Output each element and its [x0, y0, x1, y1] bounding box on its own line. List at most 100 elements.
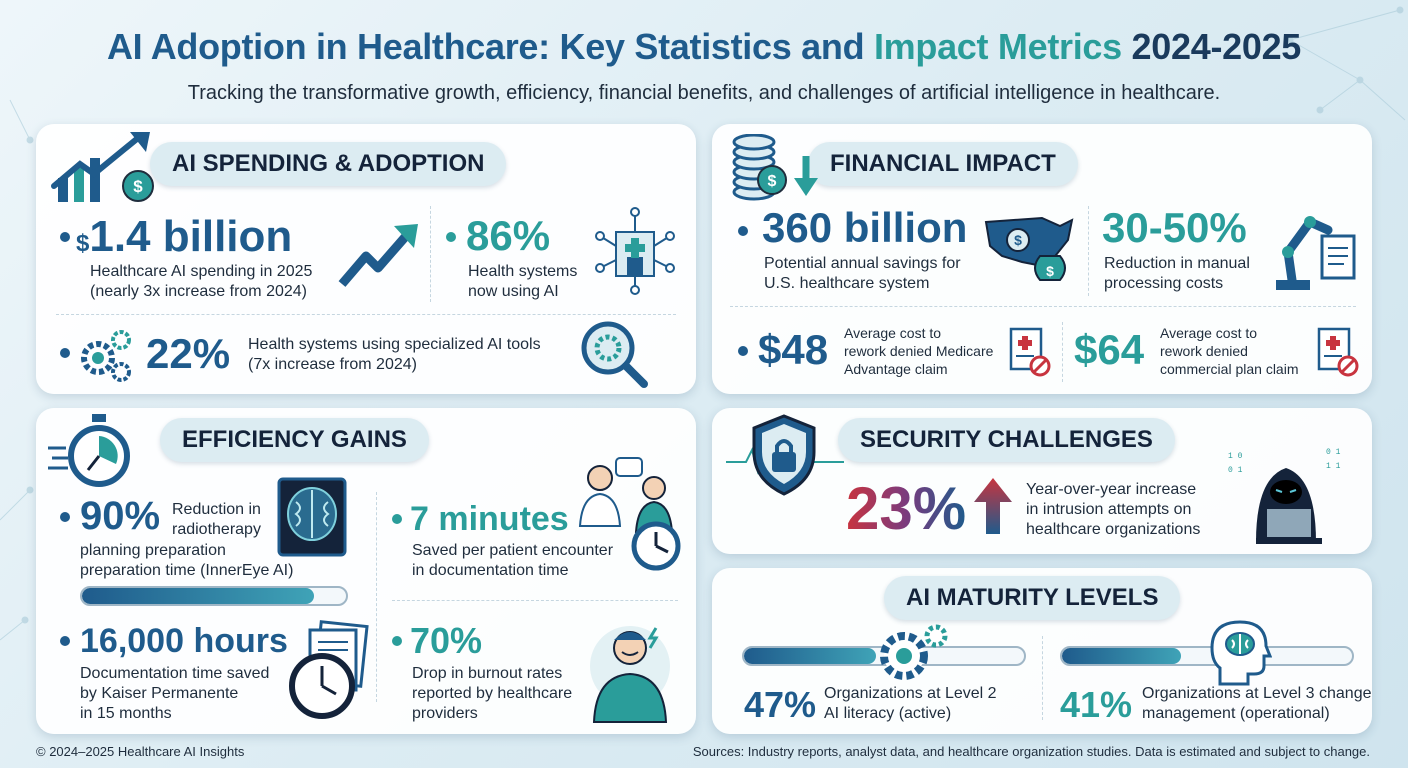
burnout-desc: Drop in burnout rates reported by healthc… [412, 664, 572, 724]
special-desc-line: (7x increase from 2024) [248, 356, 417, 373]
financial-heading: FINANCIAL IMPACT [808, 142, 1078, 186]
medicare-desc: Average cost to rework denied Medicare Adv… [844, 324, 993, 378]
hacker-laptop-icon: 1 0 0 1 0 1 1 1 [1226, 438, 1346, 548]
level2-progress-fill [744, 648, 876, 664]
medicare-desc-line: Average cost to [844, 325, 942, 341]
level3-progress-bar [1060, 646, 1354, 666]
brain-head-icon [1210, 620, 1272, 686]
hours-desc-line: in 15 months [80, 705, 172, 722]
svg-text:0 1: 0 1 [1228, 466, 1243, 475]
commercial-desc-line: rework denied [1160, 343, 1248, 359]
bullet-dot [446, 232, 456, 242]
svg-text:$: $ [1014, 232, 1022, 248]
radio-desc-line: planning preparation [80, 542, 226, 559]
up-arrow-icon [972, 476, 1014, 536]
svg-text:1 0: 1 0 [1228, 452, 1243, 461]
savings-desc-line: Potential annual savings for [764, 255, 961, 272]
bullet-dot [738, 346, 748, 356]
chart-growth-dollar-icon: $ [50, 128, 160, 208]
robot-arm-document-icon [1270, 202, 1360, 294]
level2-desc: Organizations at Level 2 AI literacy (act… [824, 684, 997, 724]
special-desc-line: Health systems using specialized AI tool… [248, 336, 541, 353]
adopt-desc-line: Health systems [468, 263, 578, 280]
divider [392, 600, 678, 601]
security-shield-lock-icon [724, 412, 844, 502]
page-title: AI Adoption in Healthcare: Key Statistic… [0, 26, 1408, 68]
divider [376, 492, 377, 702]
hospital-network-icon [590, 206, 680, 296]
level2-value: 47% [744, 684, 817, 725]
divider [1042, 636, 1043, 720]
level3-desc-line: management (operational) [1142, 705, 1330, 722]
title-part-1: AI Adoption in Healthcare: Key Statistic… [106, 26, 874, 67]
reduction-value: 30-50% [1102, 204, 1247, 251]
title-part-3: 2024-2025 [1121, 26, 1302, 67]
security-desc-line: in intrusion attempts on [1026, 501, 1192, 518]
happy-doctor-icon [586, 618, 682, 724]
documents-clock-icon [288, 620, 372, 724]
divider [1062, 322, 1063, 382]
level3-desc: Organizations at Level 3 change managemen… [1142, 684, 1371, 724]
us-map-money-icon: $ $ [982, 210, 1078, 286]
spend-desc: Healthcare AI spending in 2025 (nearly 3x… [90, 262, 312, 302]
medicare-value: $48 [758, 326, 829, 373]
svg-text:$: $ [1046, 263, 1054, 279]
reduction-desc-line: Reduction in manual [1104, 255, 1250, 272]
radio-desc-line: preparation time (InnerEye AI) [80, 562, 294, 579]
svg-text:$: $ [133, 177, 143, 196]
gears-icon [76, 326, 136, 386]
level2-desc-line: AI literacy (active) [824, 705, 952, 722]
divider [56, 314, 676, 315]
savings-desc: Potential annual savings for U.S. healthc… [764, 254, 961, 294]
denied-claim-icon [1316, 326, 1360, 378]
hours-desc: Documentation time saved by Kaiser Perman… [80, 664, 269, 724]
minutes-desc-line: in documentation time [412, 562, 569, 579]
spend-value: $1.4 billion [76, 212, 292, 262]
spend-currency: $ [76, 230, 90, 257]
minutes-desc: Saved per patient encounter in documentat… [412, 541, 613, 581]
divider [730, 306, 1356, 307]
adopt-value: 86% [466, 212, 551, 259]
special-desc: Health systems using specialized AI tool… [248, 335, 541, 375]
footer-sources: Sources: Industry reports, analyst data,… [692, 744, 1370, 759]
security-desc-line: healthcare organizations [1026, 521, 1201, 538]
radio-progress-bar [80, 586, 348, 606]
level2-desc-line: Organizations at Level 2 [824, 685, 997, 702]
security-heading: SECURITY CHALLENGES [838, 418, 1175, 462]
commercial-desc-line: commercial plan claim [1160, 361, 1299, 377]
burnout-desc-line: Drop in burnout rates [412, 665, 563, 682]
security-desc: Year-over-year increase in intrusion atte… [1026, 480, 1200, 540]
reduction-desc-line: processing costs [1104, 275, 1224, 292]
reduction-desc: Reduction in manual processing costs [1104, 254, 1250, 294]
hours-desc-line: by Kaiser Permanente [80, 685, 239, 702]
coins-down-arrow-icon: $ [730, 134, 822, 204]
stopwatch-icon [46, 412, 138, 488]
svg-text:1 1: 1 1 [1326, 462, 1341, 471]
radio-progress-fill [82, 588, 315, 604]
special-value: 22% [146, 330, 231, 377]
bullet-dot [392, 636, 402, 646]
page-subtitle: Tracking the transformative growth, effi… [187, 82, 1221, 104]
trend-arrow-icon [338, 220, 420, 290]
spending-heading: AI SPENDING & ADOPTION [150, 142, 507, 186]
commercial-value: $64 [1074, 326, 1145, 373]
commercial-desc: Average cost to rework denied commercial p… [1160, 324, 1298, 378]
bullet-dot [60, 348, 70, 358]
security-value-text: 23% [846, 475, 967, 542]
adopt-desc: Health systems now using AI [468, 262, 577, 302]
level3-progress-fill [1062, 648, 1181, 664]
radio-desc-bottom: planning preparation preparation time (In… [80, 541, 293, 581]
gear-bar-icon [878, 622, 952, 684]
doctor-patient-icon [574, 456, 686, 574]
hours-desc-line: Documentation time saved [80, 665, 270, 682]
divider [1088, 206, 1089, 296]
spend-desc-line: Healthcare AI spending in 2025 [90, 263, 313, 280]
maturity-heading: AI MATURITY LEVELS [884, 576, 1181, 620]
title-part-2: Impact Metrics [873, 26, 1122, 67]
spend-desc-line: (nearly 3x increase from 2024) [90, 283, 307, 300]
svg-text:0 1: 0 1 [1326, 448, 1341, 457]
security-value: 23% [846, 474, 966, 543]
burnout-desc-line: reported by healthcare [412, 685, 573, 702]
radio-desc-line: radiotherapy [172, 521, 261, 538]
level3-value: 41% [1060, 684, 1133, 725]
